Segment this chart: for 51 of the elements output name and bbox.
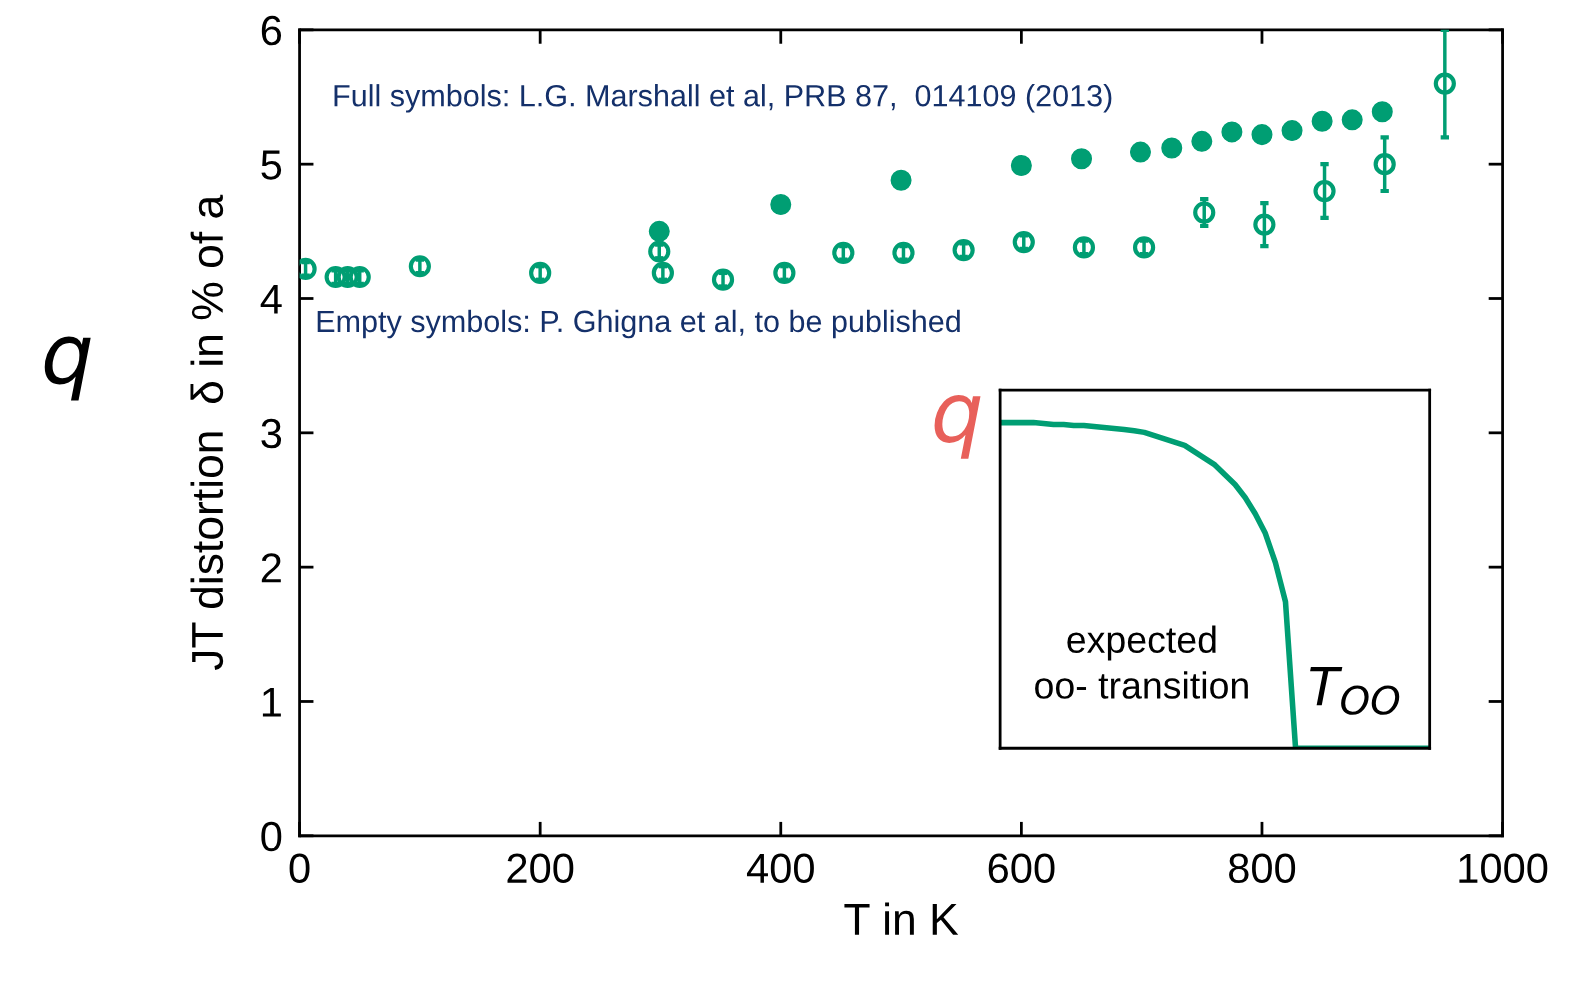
x-tick-label: 1000	[1459, 853, 1548, 884]
x-axis-title: T in K	[844, 902, 959, 935]
point	[1161, 137, 1183, 159]
point	[1221, 121, 1243, 143]
point	[1433, 72, 1456, 95]
point	[832, 241, 855, 264]
point	[773, 261, 796, 285]
x-tick-label: 400	[746, 853, 814, 884]
point	[1313, 179, 1336, 203]
x-tick-label: 800	[1229, 853, 1296, 884]
point	[648, 220, 670, 242]
point	[1281, 120, 1303, 142]
point	[1373, 153, 1396, 176]
point	[651, 261, 674, 285]
annotation: Empty symbols: P. Ghigna et al, to be published	[317, 309, 960, 339]
point	[1253, 213, 1276, 236]
annotation: T$_{OO}$	[1310, 666, 1400, 715]
y-tick-label: 5	[261, 150, 282, 180]
x-tick-label: 200	[507, 853, 574, 884]
annotation: Full symbols: L.G. Marshall et al, PRB 87, 014109 (2013)	[334, 84, 1112, 113]
point	[1012, 230, 1035, 254]
point	[952, 239, 975, 262]
y-tick-label: 4	[260, 284, 282, 314]
text: q	[44, 336, 91, 401]
point	[1010, 155, 1032, 177]
point	[892, 241, 915, 264]
point	[1071, 148, 1093, 170]
annotation: expected oo- transition	[1035, 625, 1248, 699]
point	[1129, 141, 1151, 163]
x-tick-label: 600	[988, 853, 1055, 884]
point	[1132, 236, 1156, 259]
y-tick-label: 2	[261, 553, 281, 583]
point	[1251, 124, 1273, 146]
point	[648, 240, 671, 263]
point	[1311, 110, 1333, 132]
x-tick-label: 0	[289, 853, 310, 884]
point	[770, 193, 792, 215]
point	[1341, 109, 1363, 131]
point	[1072, 236, 1096, 259]
y-tick-label: 3	[261, 418, 282, 449]
point	[711, 268, 735, 291]
y-tick-label: 1	[262, 687, 281, 717]
point	[408, 255, 431, 278]
y-axis-title: q	[934, 395, 981, 459]
y-axis-title: JT distortion δ in % of a	[190, 194, 224, 671]
y-tick-label: 6	[261, 15, 282, 46]
point	[1371, 101, 1393, 123]
point	[529, 261, 552, 285]
point	[890, 169, 912, 191]
point	[1191, 130, 1213, 152]
y-tick-label: 0	[261, 821, 282, 852]
